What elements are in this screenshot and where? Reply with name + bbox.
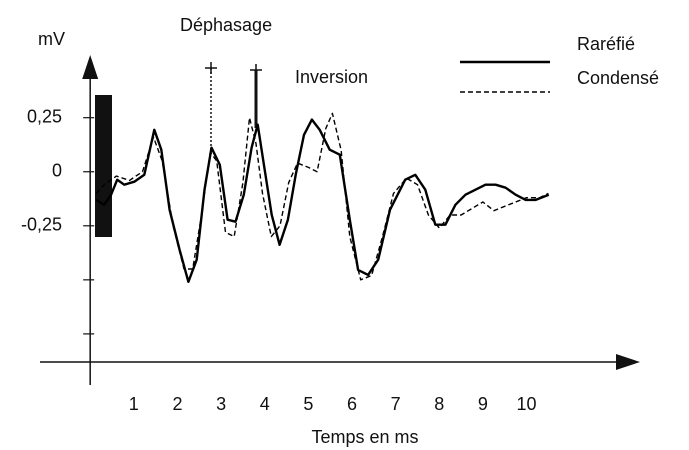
x-tick-label: 3 [216, 394, 226, 414]
legend-label: Raréfié [577, 34, 635, 54]
y-tick-label: 0,25 [27, 106, 62, 126]
y-axis-label: mV [38, 29, 65, 49]
x-tick-label: 4 [260, 394, 270, 414]
legend-label: Condensé [577, 68, 659, 88]
data-line [95, 112, 549, 281]
x-tick-label: 2 [172, 394, 182, 414]
annotation: Inversion [295, 67, 368, 87]
x-tick-label: 1 [129, 394, 139, 414]
data-line [95, 118, 550, 283]
x-tick-label: 5 [303, 394, 313, 414]
x-tick-label: 8 [434, 394, 444, 414]
y-axis-arrow [82, 55, 99, 79]
x-tick-label: 9 [478, 394, 488, 414]
stimulus-artifact [95, 95, 112, 237]
x-axis-arrow [616, 354, 640, 370]
x-tick-label: 10 [517, 394, 537, 414]
x-tick-label: 6 [347, 394, 357, 414]
x-axis-label: Temps en ms [311, 427, 418, 447]
y-tick-label: -0,25 [21, 215, 62, 235]
annotation: Déphasage [180, 15, 272, 35]
y-tick-label: 0 [52, 160, 62, 180]
x-tick-label: 7 [391, 394, 401, 414]
annotation-markers [205, 62, 262, 150]
